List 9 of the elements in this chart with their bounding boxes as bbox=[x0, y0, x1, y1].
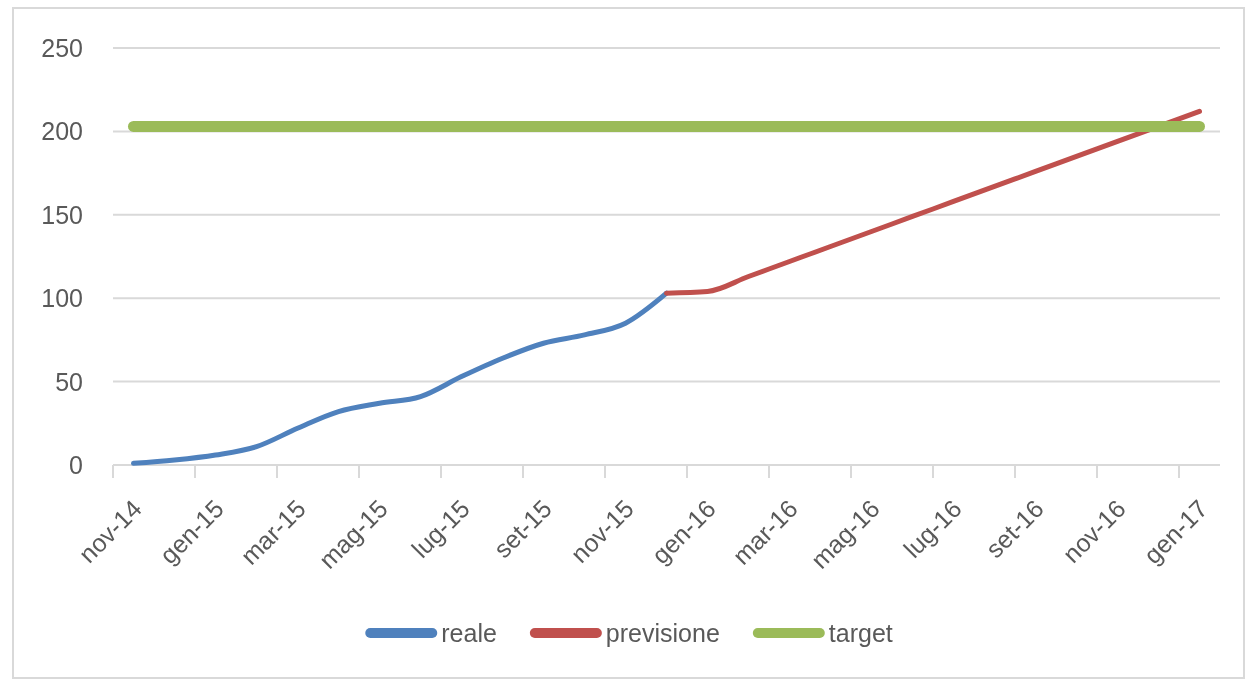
y-tick-label: 250 bbox=[41, 34, 83, 62]
legend-label: reale bbox=[441, 619, 497, 647]
y-tick-label: 100 bbox=[41, 284, 83, 313]
y-tick-label: 50 bbox=[55, 367, 83, 396]
legend-label: previsione bbox=[605, 619, 720, 647]
y-tick-label: 0 bbox=[69, 451, 83, 479]
legend-label: target bbox=[828, 619, 893, 647]
y-tick-label: 200 bbox=[41, 117, 83, 146]
y-tick-label: 150 bbox=[41, 200, 83, 229]
